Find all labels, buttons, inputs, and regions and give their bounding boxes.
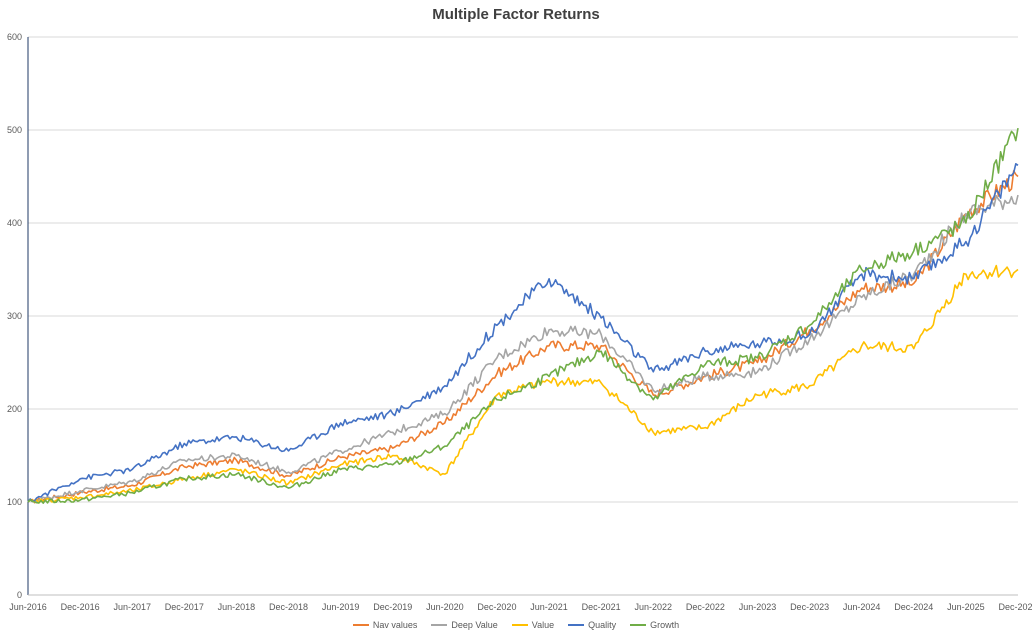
x-tick-label: Dec-2022 xyxy=(686,602,725,612)
x-tick-label: Jun-2022 xyxy=(634,602,672,612)
series-line-deep-value xyxy=(27,194,1019,503)
y-tick-label: 400 xyxy=(7,218,22,228)
legend-label: Deep Value xyxy=(451,620,498,630)
x-tick-label: Dec-2023 xyxy=(790,602,829,612)
legend-swatch xyxy=(511,624,528,626)
legend-item: Growth xyxy=(630,620,679,630)
legend-item: Nav values xyxy=(352,620,418,630)
series-line-value xyxy=(27,264,1019,504)
legend-label: Growth xyxy=(650,620,680,630)
x-tick-label: Jun-2019 xyxy=(322,602,360,612)
x-tick-label: Jun-2020 xyxy=(426,602,464,612)
x-tick-label: Dec-2024 xyxy=(894,602,933,612)
y-tick-label: 300 xyxy=(7,311,22,321)
legend-item: Quality xyxy=(568,620,616,630)
legend-swatch xyxy=(352,624,369,626)
y-tick-label: 500 xyxy=(7,125,22,135)
series-line-growth xyxy=(27,127,1019,504)
x-tick-label: Jun-2023 xyxy=(739,602,777,612)
x-tick-label: Jun-2024 xyxy=(843,602,881,612)
y-tick-label: 600 xyxy=(7,32,22,42)
legend-item: Deep Value xyxy=(431,620,498,630)
legend: Nav values Deep Value Value Quality Growth xyxy=(0,620,1032,630)
legend-swatch xyxy=(568,624,585,626)
x-tick-label: Jun-2017 xyxy=(113,602,151,612)
x-tick-label: Jun-2025 xyxy=(947,602,985,612)
x-tick-label: Jun-2018 xyxy=(218,602,256,612)
y-tick-label: 200 xyxy=(7,404,22,414)
y-tick-label: 0 xyxy=(17,590,22,600)
x-tick-label: Dec-2016 xyxy=(61,602,100,612)
x-tick-label: Dec-2018 xyxy=(269,602,308,612)
x-tick-label: Dec-2025 xyxy=(998,602,1032,612)
legend-swatch xyxy=(431,624,448,626)
legend-label: Nav values xyxy=(372,620,418,630)
legend-label: Value xyxy=(531,620,555,630)
x-tick-label: Dec-2017 xyxy=(165,602,204,612)
legend-label: Quality xyxy=(588,620,617,630)
x-tick-label: Jun-2016 xyxy=(9,602,47,612)
chart-title: Multiple Factor Returns xyxy=(432,6,600,23)
legend-swatch xyxy=(630,624,647,626)
x-tick-label: Dec-2019 xyxy=(373,602,412,612)
legend-item: Value xyxy=(511,620,555,630)
y-tick-label: 100 xyxy=(7,497,22,507)
x-tick-label: Jun-2021 xyxy=(530,602,568,612)
x-tick-label: Dec-2020 xyxy=(477,602,516,612)
series-line-nav-values xyxy=(27,170,1019,504)
x-tick-label: Dec-2021 xyxy=(582,602,621,612)
series-line-quality xyxy=(27,163,1019,503)
